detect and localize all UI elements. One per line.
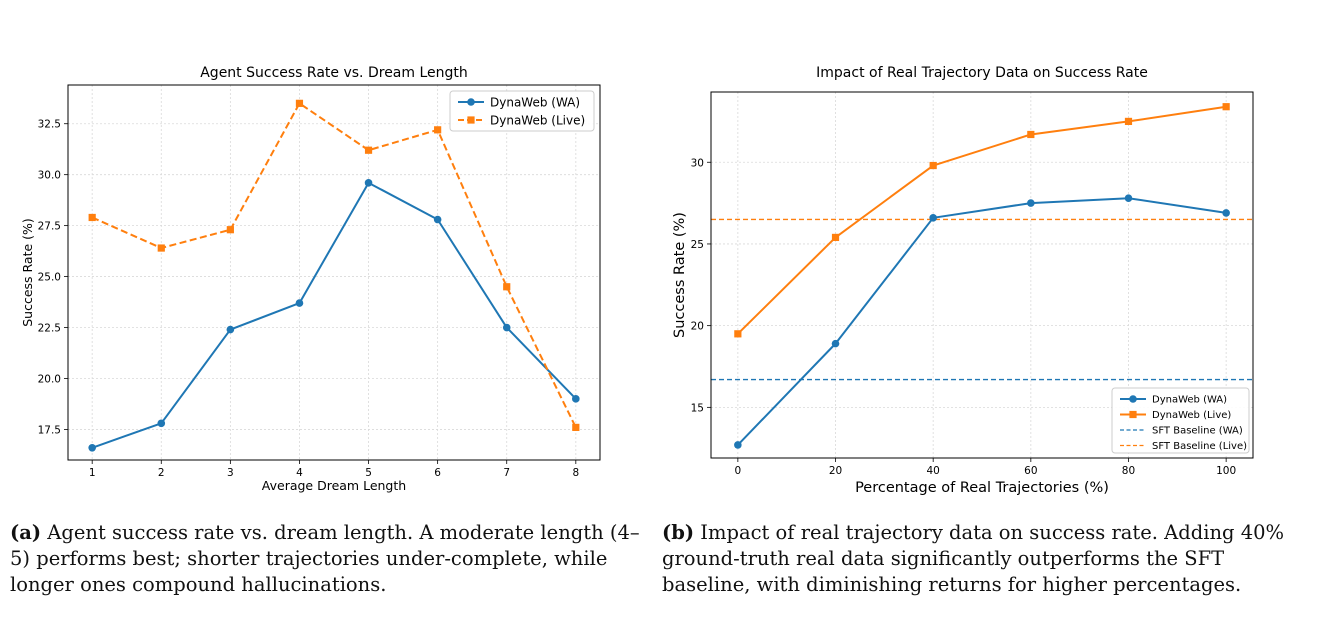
chart-a-xtick-label: 3 bbox=[227, 467, 234, 479]
chart-b-legend-label-2: SFT Baseline (WA) bbox=[1152, 426, 1243, 437]
chart-a-series-0-point bbox=[226, 325, 235, 334]
chart-b-series-0-point bbox=[1027, 199, 1035, 207]
chart-b-ytick-label: 25 bbox=[691, 239, 704, 251]
chart-b-xlabel: Percentage of Real Trajectories (%) bbox=[855, 480, 1109, 496]
chart-b-legend-marker-0 bbox=[1129, 395, 1137, 403]
chart-b-series-1-point bbox=[929, 161, 937, 170]
caption-b-label: (b) bbox=[662, 521, 695, 544]
chart-a-title: Agent Success Rate vs. Dream Length bbox=[200, 65, 468, 81]
chart-a-legend-label-0: DynaWeb (WA) bbox=[490, 95, 580, 109]
chart-a-series-1-point bbox=[434, 126, 442, 134]
chart-a-xtick-label: 2 bbox=[158, 467, 165, 479]
chart-a-ytick-label: 27.5 bbox=[38, 221, 61, 233]
chart-a-series-0-point bbox=[295, 299, 304, 307]
chart-b-series-0-point bbox=[831, 339, 840, 348]
chart-b-real-trajectory: 0 20 40 60 80 100 15 20 25 30 Impact of Real Traje… bbox=[672, 65, 1254, 496]
chart-b-series-line-1 bbox=[737, 105, 1227, 335]
chart-b-series-0-point bbox=[1222, 209, 1230, 217]
chart-a-series-1-point bbox=[88, 213, 96, 222]
chart-a-plot-frame bbox=[67, 84, 601, 461]
chart-a-dream-length: 1 2 3 4 5 6 7 8 17.5 20.0 22.5 25.0 27.5 30.0 32.5 Agen… bbox=[20, 65, 601, 493]
caption-a: (a) Agent success rate vs. dream length.… bbox=[10, 520, 650, 598]
chart-b-legend-label-1: DynaWeb (Live) bbox=[1152, 410, 1231, 421]
chart-a-series-1-point bbox=[503, 283, 511, 291]
chart-a-series-1-point bbox=[572, 423, 580, 431]
caption-b-text: Impact of real trajectory data on succes… bbox=[662, 521, 1285, 596]
chart-b-series-1-point bbox=[734, 330, 742, 338]
chart-b-ylabel: Success Rate (%) bbox=[672, 212, 688, 338]
chart-a-series-0-point bbox=[364, 179, 373, 187]
chart-b-xtick-label: 100 bbox=[1216, 465, 1236, 477]
chart-b-xtick-label: 0 bbox=[735, 465, 742, 477]
chart-b-legend-box bbox=[1111, 387, 1250, 454]
chart-a-series-1-point bbox=[226, 226, 234, 234]
caption-b: (b) Impact of real trajectory data on su… bbox=[662, 520, 1302, 598]
chart-b-xtick-label: 40 bbox=[926, 465, 939, 477]
chart-a-series-0-point bbox=[433, 215, 442, 224]
chart-a-legend-label-1: DynaWeb (Live) bbox=[490, 113, 585, 127]
chart-a-ytick-label: 25.0 bbox=[38, 272, 61, 284]
chart-a-series-0-point bbox=[572, 395, 580, 403]
chart-b-series-1-point bbox=[1124, 117, 1133, 126]
chart-a-xtick-label: 6 bbox=[434, 467, 441, 479]
chart-b-ytick-label: 30 bbox=[691, 157, 704, 169]
figure-canvas: 1 2 3 4 5 6 7 8 17.5 20.0 22.5 25.0 27.5 30.0 32.5 Agen… bbox=[20, 65, 1254, 496]
chart-b-series-1-point bbox=[1027, 130, 1035, 139]
chart-a-series-1-point bbox=[295, 99, 304, 107]
chart-a-series-0-point bbox=[88, 443, 96, 452]
chart-b-series-line-0 bbox=[737, 197, 1227, 446]
caption-a-label: (a) bbox=[10, 521, 42, 544]
chart-a-ytick-label: 20.0 bbox=[38, 373, 61, 385]
chart-b-ytick-label: 20 bbox=[691, 321, 704, 333]
chart-a-legend-marker-1 bbox=[467, 116, 475, 124]
chart-b-legend-label-3: SFT Baseline (Live) bbox=[1152, 441, 1247, 452]
chart-b-series-0-point bbox=[1124, 194, 1133, 203]
chart-a-series-0-point bbox=[502, 323, 511, 332]
chart-b-plot-frame bbox=[710, 91, 1254, 459]
chart-a-series-0-point bbox=[157, 419, 166, 428]
chart-a-xtick-label: 1 bbox=[89, 467, 96, 479]
chart-a-xtick-label: 8 bbox=[572, 467, 579, 479]
chart-a-xtick-label: 4 bbox=[296, 467, 303, 479]
chart-b-legend-marker-1 bbox=[1129, 410, 1137, 419]
chart-b-series-0-point bbox=[734, 441, 742, 449]
caption-a-text: Agent success rate vs. dream length. A m… bbox=[10, 521, 640, 596]
chart-b-ytick-label: 15 bbox=[691, 402, 704, 414]
chart-a-ytick-label: 17.5 bbox=[38, 424, 61, 436]
chart-b-title: Impact of Real Trajectory Data on Succes… bbox=[816, 65, 1148, 81]
chart-a-series-line-1 bbox=[91, 102, 577, 428]
chart-a-series-line-0 bbox=[91, 181, 577, 449]
chart-a-series-1-point bbox=[364, 146, 373, 154]
chart-b-xtick-label: 60 bbox=[1024, 465, 1037, 477]
chart-b-legend-label-0: DynaWeb (WA) bbox=[1152, 395, 1227, 406]
chart-a-ylabel: Success Rate (%) bbox=[20, 218, 35, 327]
chart-a-legend-box bbox=[449, 90, 595, 132]
chart-b-series-1-point bbox=[1222, 103, 1230, 111]
chart-a-series-1-point bbox=[157, 244, 165, 252]
chart-b-xtick-label: 20 bbox=[829, 465, 842, 477]
chart-a-xtick-label: 5 bbox=[365, 467, 372, 479]
chart-b-series-0-point bbox=[929, 214, 937, 222]
chart-a-ytick-label: 22.5 bbox=[38, 323, 61, 335]
chart-a-xtick-label: 7 bbox=[503, 467, 510, 479]
chart-b-series-1-point bbox=[831, 233, 840, 242]
chart-a-ytick-label: 30.0 bbox=[38, 170, 61, 182]
chart-a-legend-marker-0 bbox=[467, 98, 475, 106]
chart-a-ytick-label: 32.5 bbox=[38, 119, 61, 131]
chart-a-xlabel: Average Dream Length bbox=[262, 478, 406, 493]
chart-b-xtick-label: 80 bbox=[1122, 465, 1135, 477]
